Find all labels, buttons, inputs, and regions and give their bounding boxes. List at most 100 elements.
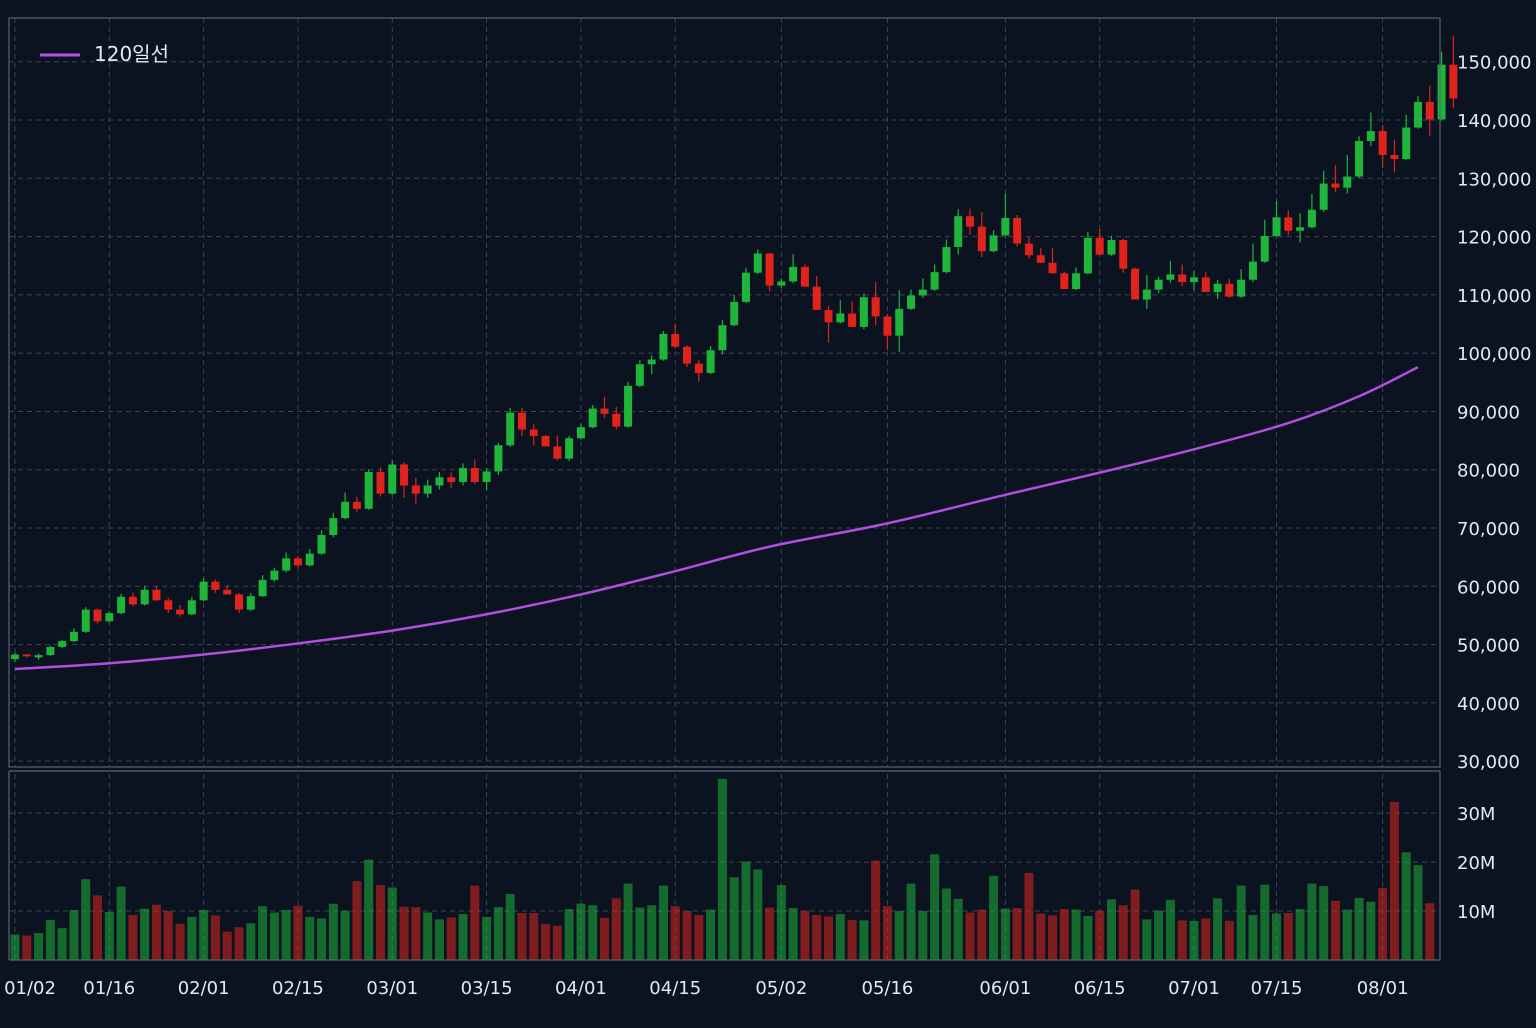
volume-bar — [800, 910, 810, 960]
candle-body — [706, 350, 715, 373]
candle — [1355, 136, 1364, 179]
candle-body — [800, 266, 809, 287]
candle-body — [211, 581, 220, 590]
candle-body — [305, 553, 314, 566]
candle — [246, 592, 255, 611]
candle — [659, 331, 668, 361]
candle-body — [659, 333, 668, 360]
volume-bar — [965, 912, 975, 960]
volume-bar — [57, 928, 67, 960]
candle — [34, 653, 43, 660]
volume-bar — [658, 885, 668, 960]
volume-bar — [611, 898, 621, 960]
volume-bar — [1189, 920, 1199, 960]
volume-bar — [1036, 913, 1046, 960]
candle — [977, 212, 986, 257]
candle-body — [81, 609, 90, 632]
candle-body — [506, 412, 515, 446]
volume-bar — [706, 909, 716, 960]
candle — [576, 423, 585, 440]
volume-bar — [541, 923, 551, 960]
volume-bar — [552, 925, 562, 960]
candle — [565, 435, 574, 461]
date-tick-label: 01/16 — [83, 978, 135, 999]
candle-body — [447, 477, 456, 482]
candle — [506, 407, 515, 447]
volume-bar — [1236, 885, 1246, 960]
candle — [1237, 269, 1246, 298]
volume-bar — [1366, 901, 1376, 960]
candle — [152, 586, 161, 602]
candle-body — [1107, 240, 1116, 255]
candle — [376, 467, 385, 497]
candle-body — [1225, 283, 1234, 297]
candle — [329, 512, 338, 538]
candle-body — [1378, 131, 1387, 155]
candle — [1107, 235, 1116, 256]
candle-body — [954, 216, 963, 248]
candle-body — [364, 472, 373, 509]
date-tick-label: 06/15 — [1074, 978, 1126, 999]
volume-bar — [977, 909, 987, 960]
candle — [1213, 279, 1222, 299]
candle-body — [1366, 131, 1375, 141]
volume-bar — [328, 903, 338, 960]
candle — [1048, 248, 1057, 274]
candle-body — [1425, 101, 1434, 120]
candle — [1001, 194, 1010, 237]
volume-bar — [423, 912, 433, 960]
candle-body — [1307, 209, 1316, 228]
candle — [282, 552, 291, 573]
volume-bar — [69, 910, 79, 960]
candle-body — [164, 600, 173, 610]
candle-body — [352, 501, 361, 509]
candle-body — [1178, 274, 1187, 283]
candle — [1425, 85, 1434, 136]
candle-body — [1296, 227, 1305, 231]
candle — [942, 239, 951, 274]
candle — [1201, 272, 1210, 292]
candle-body — [1036, 255, 1045, 263]
volume-bar — [34, 933, 44, 960]
volume-bar — [871, 860, 881, 960]
candle-body — [376, 472, 385, 494]
volume-bar — [918, 911, 928, 960]
candle — [635, 360, 644, 387]
candle — [1414, 96, 1423, 129]
price-tick-label: 150,000 — [1457, 53, 1531, 74]
volume-bar — [45, 919, 55, 960]
candle — [423, 479, 432, 498]
candle-body — [730, 301, 739, 326]
candle-body — [128, 596, 137, 605]
candle-body — [258, 579, 267, 597]
candle-body — [541, 435, 550, 447]
candle-body — [942, 247, 951, 273]
candle-body — [223, 589, 232, 595]
candle-body — [647, 359, 656, 365]
candle-body — [883, 316, 892, 336]
legend[interactable]: 120일선 — [40, 42, 169, 66]
candle-body — [907, 295, 916, 309]
volume-bar — [81, 879, 91, 960]
candle — [612, 406, 621, 430]
volume-bar — [104, 912, 114, 960]
candle — [93, 608, 102, 624]
volume-bar — [1342, 909, 1352, 960]
candle — [1119, 238, 1128, 273]
candle-body — [1060, 273, 1069, 290]
candle — [46, 645, 55, 657]
candle — [836, 300, 845, 324]
date-tick-label: 04/01 — [555, 978, 607, 999]
volume-bar — [246, 923, 256, 960]
candle-body — [46, 646, 55, 656]
candle-body — [69, 631, 78, 642]
candle — [235, 592, 244, 614]
volume-bar — [989, 875, 999, 960]
volume-bar — [1012, 908, 1022, 960]
price-tick-label: 30,000 — [1457, 752, 1520, 773]
candle — [1284, 210, 1293, 236]
candle — [1449, 35, 1458, 109]
volume-bar — [434, 919, 444, 960]
volume-bar — [1330, 900, 1340, 960]
candle-body — [553, 446, 562, 459]
